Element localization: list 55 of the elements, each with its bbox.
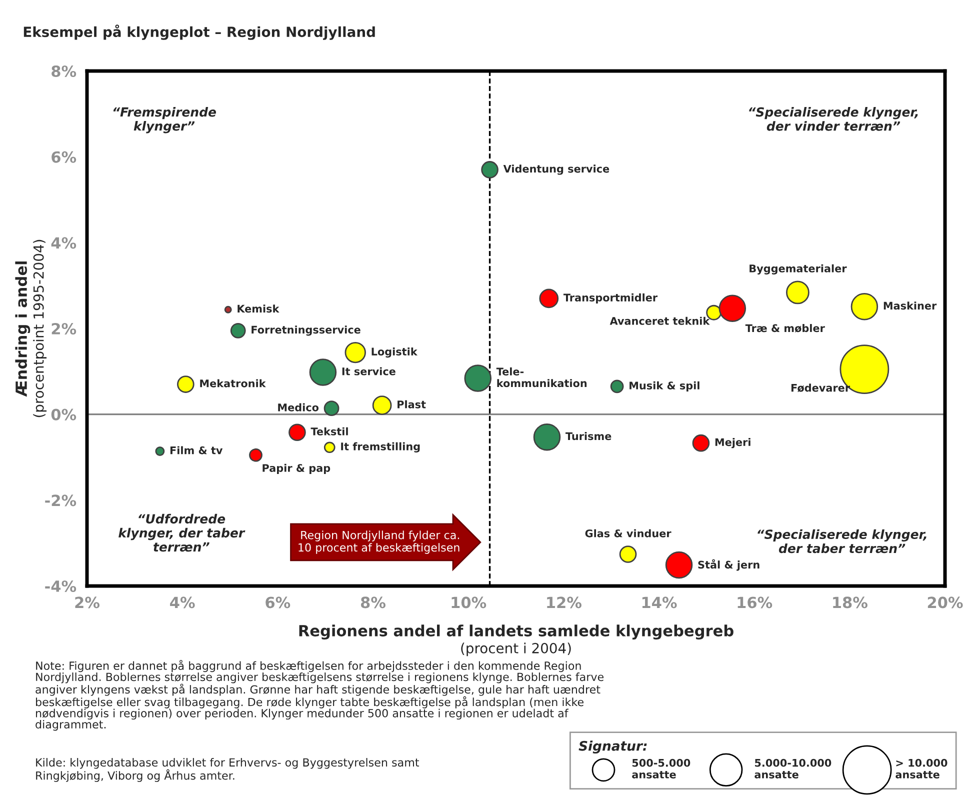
chart-title: Eksempel på klyngeplot – Region Nordjylland bbox=[24, 24, 375, 40]
annotation: Film & tv bbox=[170, 446, 223, 454]
annotation: Musik & spil bbox=[630, 381, 700, 392]
x-tick-label: 10% bbox=[452, 596, 486, 608]
annotation: Transportmidler bbox=[563, 293, 658, 304]
x-tick-label: 12% bbox=[547, 596, 582, 608]
annotation: It fremstilling bbox=[341, 442, 420, 452]
legend-label: 5.000-10.000 ansatte bbox=[754, 758, 832, 778]
x-tick-label: 8% bbox=[360, 596, 386, 608]
text: Kilde: klyngedatabase udviklet for Erhvervs- og Byggestyrelsen samt Ringkjøbing, Viborg og Århus amter. bbox=[36, 758, 420, 782]
annotation: Mekatronik bbox=[200, 379, 266, 388]
annotation: “Udfordrede klynger, der taber terræn” bbox=[118, 514, 246, 552]
annotation: Region Nordjylland fylder ca. 10 procent af beskæftigelsen bbox=[298, 530, 460, 554]
annotation: Stål & jern bbox=[698, 559, 760, 571]
annotation: Turisme bbox=[566, 432, 612, 440]
text: Note: Figuren er dannet på baggrund af beskæftigelsen for arbejdssteder i den kommende Region Nordjylland. Boblernes størrelse angiver beskæftigelsens størrelse i regionens klynge. Boblernes farve angiver klyngens vækst på landsplan. Grønne har haft stigende beskæftigelse, gule har haft uændret beskæftigelse eller svag tilbagegang. De røde klynger tabte beskæftigelse på landsplan (men ikke nødvendigvis i regionen) over perioden. Klynger medunder 500 ansatte i regionen er udeladt af diagrammet. bbox=[36, 660, 604, 731]
annotation: Videntung service bbox=[503, 164, 610, 175]
annotation: Træ & møbler bbox=[745, 324, 825, 332]
annotation: Papir & pap bbox=[262, 464, 330, 474]
x-tick-label: 6% bbox=[266, 596, 290, 608]
y-axis-title: Ændring i andel (procentpoint 1995-2004) bbox=[15, 240, 47, 418]
x-tick-label: 18% bbox=[833, 596, 868, 608]
annotation: Logistik bbox=[372, 347, 418, 358]
x-tick-label: 4% bbox=[170, 596, 195, 608]
annotation: Glas & vinduer bbox=[585, 529, 672, 538]
y-tick-label: -4% bbox=[45, 580, 76, 592]
annotation: Medico bbox=[278, 403, 319, 412]
x-tick-label: 14% bbox=[642, 596, 677, 608]
y-tick-label: 0% bbox=[51, 408, 76, 420]
x-tick-label: 16% bbox=[738, 596, 772, 608]
annotation: “Fremspirende klynger” bbox=[113, 107, 216, 134]
annotation: Kemisk bbox=[238, 304, 280, 313]
y-tick-label: 8% bbox=[52, 65, 76, 78]
annotation: Tekstil bbox=[310, 427, 348, 436]
y-tick-label: 4% bbox=[51, 237, 76, 249]
x-axis-title: Regionens andel af landets samlede klyngebegreb (procent i 2004) bbox=[299, 624, 734, 656]
annotation: Tele- kommunikation bbox=[496, 367, 587, 388]
annotation: Forretningsservice bbox=[252, 326, 360, 336]
annotation: “Specialiserede klynger, der vinder terræn” bbox=[749, 107, 918, 131]
annotation: “Specialiserede klynger, der taber terræn” bbox=[758, 529, 926, 554]
x-tick-label: 20% bbox=[928, 596, 963, 608]
annotation: Maskiner bbox=[884, 302, 937, 310]
legend-label: > 10.000 ansatte bbox=[896, 758, 948, 778]
annotation: Avanceret teknik bbox=[610, 316, 710, 325]
legend-label: 500-5.000 ansatte bbox=[632, 758, 690, 778]
legend-title: Signatur: bbox=[578, 740, 647, 754]
y-tick-label: 6% bbox=[52, 151, 76, 163]
annotation: Plast bbox=[398, 400, 426, 408]
annotation: Fødevarer bbox=[791, 384, 850, 392]
annotation: Mejeri bbox=[715, 438, 750, 448]
y-tick-label: 2% bbox=[52, 322, 76, 335]
annotation: It service bbox=[342, 367, 396, 376]
x-tick-label: 2% bbox=[75, 596, 100, 608]
y-tick-label: -2% bbox=[45, 494, 76, 506]
annotation: Byggematerialer bbox=[750, 264, 847, 275]
